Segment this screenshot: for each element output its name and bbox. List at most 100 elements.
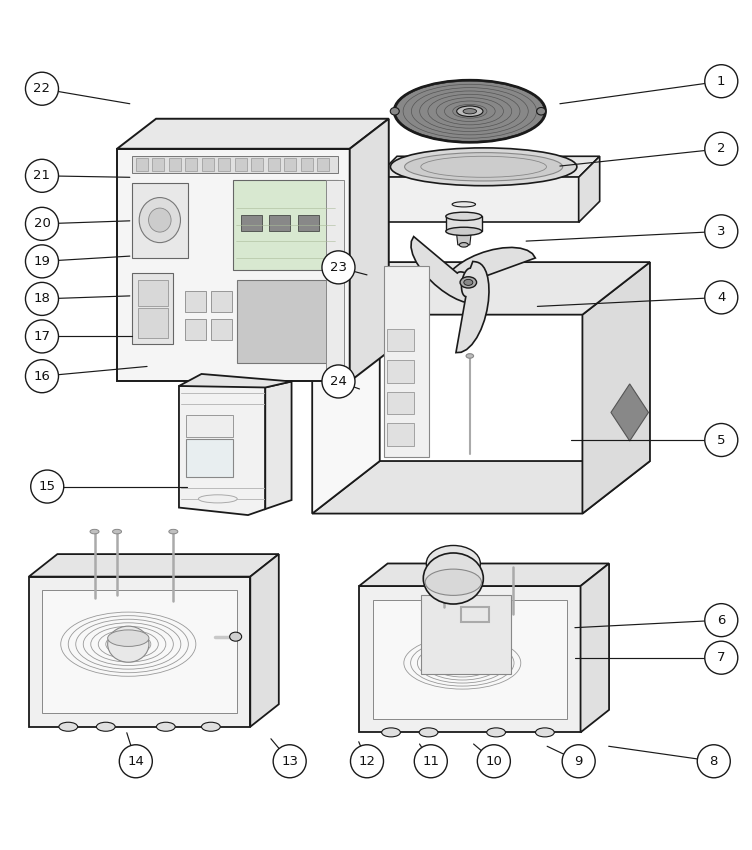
Bar [153, 158, 165, 172]
Bar [387, 360, 414, 383]
Ellipse shape [229, 632, 241, 641]
Text: 17: 17 [34, 330, 50, 343]
Bar [202, 158, 214, 172]
Ellipse shape [405, 153, 562, 181]
Polygon shape [611, 384, 648, 441]
Bar [218, 158, 230, 172]
Polygon shape [250, 554, 279, 727]
Bar [387, 329, 414, 351]
Ellipse shape [202, 722, 220, 731]
Bar [42, 590, 237, 713]
Bar [185, 158, 197, 172]
Polygon shape [265, 382, 292, 509]
Text: 7: 7 [717, 651, 726, 664]
Text: 16: 16 [34, 370, 50, 382]
Text: 14: 14 [127, 755, 144, 768]
Polygon shape [421, 595, 511, 674]
Polygon shape [312, 262, 650, 314]
Circle shape [322, 251, 355, 284]
Bar [235, 158, 247, 172]
Circle shape [705, 604, 738, 637]
Ellipse shape [452, 201, 475, 207]
Ellipse shape [426, 546, 481, 581]
Bar [387, 392, 414, 415]
Ellipse shape [537, 107, 546, 115]
Text: 2: 2 [717, 142, 726, 156]
Circle shape [705, 280, 738, 314]
Text: 18: 18 [34, 292, 50, 305]
Ellipse shape [446, 212, 482, 220]
Text: 13: 13 [281, 755, 299, 768]
Text: 11: 11 [423, 755, 439, 768]
Bar [298, 215, 319, 231]
Ellipse shape [90, 530, 99, 534]
Polygon shape [376, 156, 599, 178]
Ellipse shape [464, 280, 473, 286]
Ellipse shape [463, 109, 477, 114]
Text: 22: 22 [34, 82, 50, 95]
Polygon shape [359, 564, 609, 586]
Bar [169, 158, 180, 172]
Circle shape [120, 745, 153, 778]
Ellipse shape [139, 197, 180, 242]
Ellipse shape [419, 728, 438, 737]
Text: 5: 5 [717, 434, 726, 446]
Circle shape [26, 320, 59, 353]
Text: 4: 4 [717, 291, 726, 304]
Text: 6: 6 [717, 614, 726, 626]
Polygon shape [582, 262, 650, 513]
Polygon shape [29, 554, 279, 576]
Ellipse shape [446, 227, 482, 235]
Circle shape [350, 745, 384, 778]
Polygon shape [376, 178, 579, 223]
Bar [132, 273, 173, 344]
Bar [138, 280, 168, 306]
Bar [138, 308, 168, 338]
Bar [241, 215, 262, 231]
Bar [184, 291, 205, 312]
Ellipse shape [199, 495, 237, 503]
Circle shape [26, 282, 59, 315]
Ellipse shape [456, 106, 483, 116]
Ellipse shape [423, 553, 484, 604]
Text: 24: 24 [330, 375, 347, 388]
Circle shape [273, 745, 306, 778]
Text: 8: 8 [710, 755, 718, 768]
Ellipse shape [390, 148, 577, 185]
Bar [387, 423, 414, 446]
Polygon shape [411, 236, 484, 303]
Polygon shape [179, 380, 265, 515]
Ellipse shape [487, 728, 505, 737]
Text: 15: 15 [39, 480, 56, 493]
Circle shape [705, 641, 738, 674]
Polygon shape [456, 231, 472, 245]
Ellipse shape [169, 530, 177, 534]
Polygon shape [179, 374, 292, 388]
Circle shape [705, 215, 738, 248]
Ellipse shape [149, 208, 171, 232]
Ellipse shape [390, 107, 399, 115]
Bar [211, 291, 232, 312]
Polygon shape [579, 156, 599, 223]
Circle shape [26, 245, 59, 278]
Ellipse shape [460, 277, 477, 288]
Polygon shape [312, 262, 380, 513]
Circle shape [414, 745, 447, 778]
Bar [317, 158, 329, 172]
Ellipse shape [108, 626, 149, 662]
Bar [269, 215, 290, 231]
Bar [211, 319, 232, 340]
Polygon shape [117, 119, 389, 149]
Ellipse shape [395, 81, 545, 142]
Polygon shape [384, 266, 429, 457]
Ellipse shape [108, 630, 149, 647]
Circle shape [26, 207, 59, 241]
Circle shape [697, 745, 730, 778]
Ellipse shape [425, 570, 481, 595]
Ellipse shape [96, 722, 115, 731]
Circle shape [478, 745, 511, 778]
Circle shape [705, 65, 738, 98]
Circle shape [562, 745, 595, 778]
Text: 21: 21 [34, 169, 50, 182]
Bar [284, 158, 296, 172]
